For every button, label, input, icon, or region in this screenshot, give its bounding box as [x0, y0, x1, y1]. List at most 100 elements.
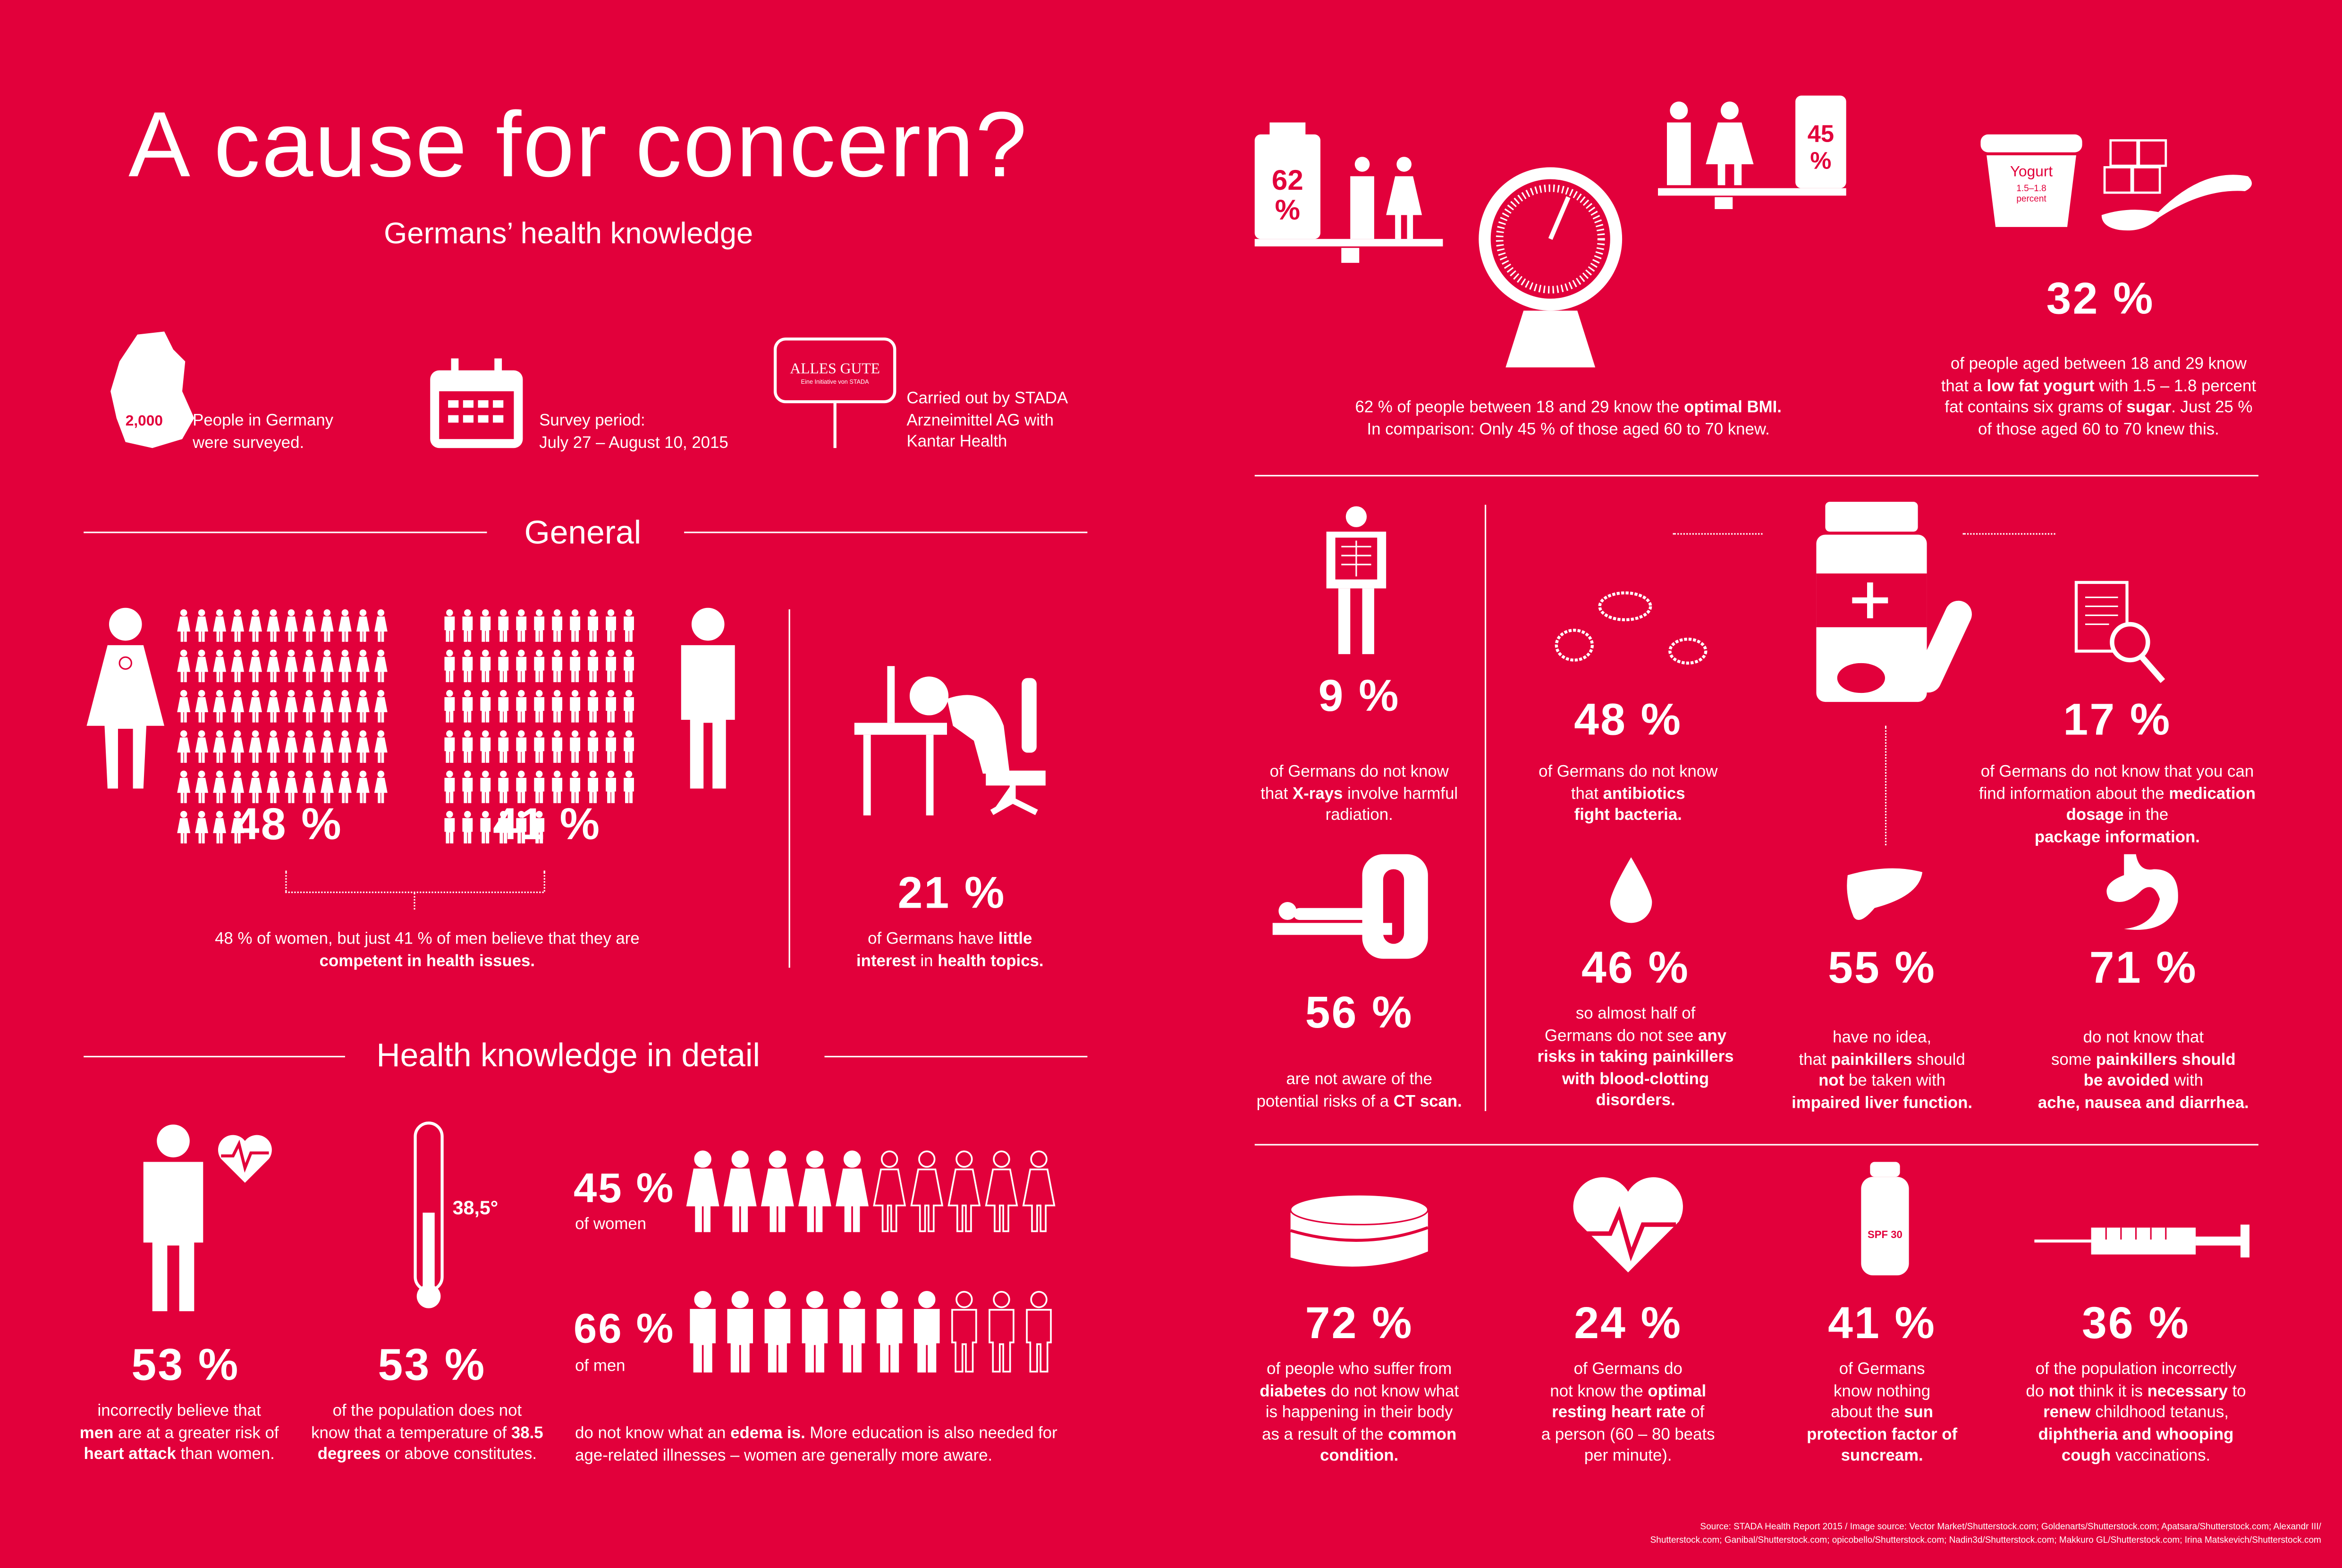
text: know nothing — [1834, 1382, 1931, 1400]
woman-pictogram — [246, 649, 264, 690]
fact-percent: 46 % — [1581, 944, 1690, 994]
text: of those aged 60 to 70 knew this. — [1978, 420, 2219, 438]
little-interest-percent: 21 % — [897, 869, 1006, 919]
woman-pictogram — [282, 690, 300, 730]
text: childhood tetanus, — [2090, 1404, 2229, 1422]
man-pictogram — [530, 730, 548, 770]
man-icon — [681, 607, 735, 789]
man-pictogram — [494, 730, 512, 770]
woman-pictogram — [211, 730, 228, 770]
fact-caption: so almost half of Germans do not see any r… — [1494, 1003, 1777, 1112]
women-competent-percent: 48 % — [234, 800, 343, 850]
bmi-young-percent: 62 % — [1271, 166, 1303, 227]
woman-pictogram — [282, 649, 300, 690]
text: antibiotics — [1603, 784, 1685, 803]
spf-label: SPF 30 — [1867, 1231, 1902, 1241]
text: dosage — [2066, 806, 2124, 825]
woman-pictogram — [336, 649, 354, 690]
man-pictogram — [602, 730, 620, 770]
person-asleep-at-desk-icon — [854, 666, 1046, 816]
text: than women. — [176, 1445, 275, 1464]
bmi-old-percent: 45 % — [1807, 122, 1835, 175]
woman-pictogram — [300, 649, 318, 690]
woman-pictogram — [246, 730, 264, 770]
woman-pictogram — [228, 690, 246, 730]
text: with blood-clotting — [1562, 1070, 1709, 1088]
text: radiation. — [1325, 806, 1393, 825]
text: are not aware of the — [1286, 1071, 1433, 1089]
man-pictogram — [834, 1290, 871, 1380]
text: of the population does not — [332, 1402, 522, 1420]
woman-pictogram — [175, 770, 193, 811]
text: know that a temperature of — [311, 1424, 511, 1442]
man-pictogram — [620, 649, 638, 690]
text: that — [1799, 1050, 1831, 1069]
woman-pictogram — [300, 690, 318, 730]
text: little — [998, 930, 1032, 949]
divider — [1254, 1144, 2258, 1146]
text: per minute). — [1584, 1447, 1672, 1465]
man-pictogram — [602, 649, 620, 690]
fact-caption: of Germans do not know that you can find … — [1942, 762, 2293, 849]
germany-map-icon — [110, 331, 194, 448]
survey-count: 2,000 — [125, 413, 163, 430]
ct-scanner-icon — [1272, 854, 1428, 959]
sign-post — [833, 400, 837, 448]
text: competent in health issues. — [319, 952, 535, 970]
man-pictogram — [458, 690, 476, 730]
text: sugar — [2126, 398, 2172, 417]
text: fight bacteria. — [1574, 806, 1682, 825]
woman-pictogram — [211, 609, 228, 649]
text: of the population incorrectly — [2035, 1360, 2237, 1379]
bracket — [414, 891, 415, 910]
man-pictogram — [494, 770, 512, 811]
text: to — [2227, 1382, 2246, 1400]
text: a person (60 – 80 beats — [1541, 1425, 1715, 1444]
woman-pictogram — [175, 730, 193, 770]
text: CT scan. — [1393, 1092, 1462, 1111]
man-pictogram — [566, 609, 584, 649]
section-general-heading: General — [524, 514, 642, 551]
fact-percent: 24 % — [1574, 1299, 1683, 1349]
man-pictogram — [584, 770, 602, 811]
woman-pictogram — [372, 770, 390, 811]
fact-percent: 36 % — [2081, 1299, 2190, 1349]
woman-pictogram — [246, 770, 264, 811]
text: fat contains six grams of — [1945, 398, 2127, 417]
section-detail-heading: Health knowledge in detail — [376, 1036, 760, 1074]
page-subtitle: Germans’ health knowledge — [384, 218, 753, 251]
logo-text: ALLES GUTE — [790, 361, 880, 378]
text: necessary — [2147, 1382, 2228, 1400]
text: in — [915, 952, 938, 970]
woman-pictogram — [336, 770, 354, 811]
fact-percent: 48 % — [1574, 696, 1683, 745]
man-pictogram — [494, 690, 512, 730]
text: of people who suffer from — [1267, 1360, 1452, 1379]
man-pictogram — [476, 690, 494, 730]
woman-pictogram — [282, 609, 300, 649]
divider — [824, 1055, 1088, 1058]
fact-percent: 55 % — [1828, 944, 1936, 994]
text: or above constitutes. — [380, 1445, 537, 1464]
woman-pictogram — [228, 649, 246, 690]
man-pictogram — [530, 609, 548, 649]
text: protection factor of — [1807, 1425, 1958, 1444]
woman-pictogram — [834, 1150, 871, 1239]
text: potential risks of a — [1256, 1092, 1394, 1111]
man-pictogram — [548, 609, 566, 649]
woman-pictogram — [354, 730, 372, 770]
fact-percent: 72 % — [1305, 1299, 1413, 1349]
text: renew — [2043, 1404, 2091, 1422]
text: some — [2051, 1050, 2096, 1069]
man-heart-icon — [143, 1124, 272, 1311]
edema-men-label: of men — [575, 1357, 626, 1376]
yogurt-percent: 32 % — [2046, 275, 2155, 324]
text: painkillers should — [2096, 1050, 2236, 1069]
man-pictogram — [440, 609, 458, 649]
woman-doctor-icon — [86, 607, 165, 789]
text: 38.5 — [511, 1424, 543, 1442]
woman-pictogram — [300, 730, 318, 770]
man-pictogram — [946, 1290, 983, 1380]
edema-men-percent: 66 % — [573, 1305, 675, 1352]
survey-period: Survey period: July 27 – August 10, 2015 — [539, 411, 728, 454]
